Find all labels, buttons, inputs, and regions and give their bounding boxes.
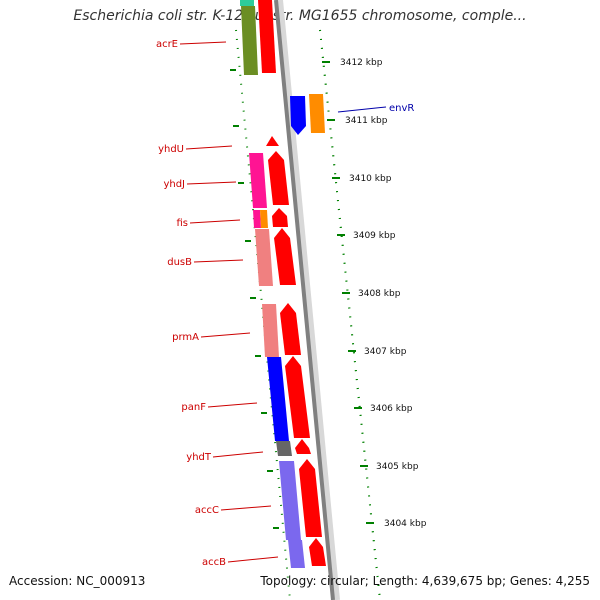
yhdT-feature[interactable] xyxy=(276,441,292,456)
accession-text: Accession: NC_000913 xyxy=(9,574,146,588)
yhdT-strand-arrow[interactable] xyxy=(295,439,311,454)
gene-label-fis: fis xyxy=(176,218,188,229)
gene-label-accB: accB xyxy=(202,557,226,568)
kbp-label: 3407 kbp xyxy=(364,347,407,357)
gene-label-panF: panF xyxy=(181,402,206,413)
accC-connector xyxy=(220,505,272,511)
yhdU-strand-arrow[interactable] xyxy=(266,136,279,146)
right-ticks xyxy=(322,61,374,524)
kbp-label: 3408 kbp xyxy=(358,289,401,299)
acrE-top-feature xyxy=(240,0,254,6)
chromosome-backbone xyxy=(274,0,335,600)
panF-connector xyxy=(207,402,258,408)
kbp-label: 3405 kbp xyxy=(376,462,419,472)
fis-feature[interactable] xyxy=(253,210,261,228)
gene-label-dusB: dusB xyxy=(167,257,192,268)
label-connectors xyxy=(179,41,279,563)
fis-feature-part xyxy=(260,210,268,228)
yhdU-connector xyxy=(185,145,233,150)
envR-feature-group: envR xyxy=(290,94,414,135)
kbp-label: 3409 kbp xyxy=(353,231,396,241)
panF-strand-arrow[interactable] xyxy=(285,356,310,438)
envR-label: envR xyxy=(389,103,414,114)
map-title: Escherichia coli str. K-12 substr. MG165… xyxy=(73,8,527,24)
gene-strand-track xyxy=(258,0,326,566)
left-ticks xyxy=(230,69,279,529)
accB-connector xyxy=(227,556,279,563)
gene-label-yhdT: yhdT xyxy=(186,452,212,463)
kbp-label: 3410 kbp xyxy=(349,174,392,184)
acrE-strand-arrow[interactable] xyxy=(258,0,276,73)
kbp-label: 3406 kbp xyxy=(370,404,413,414)
guide-right xyxy=(319,29,381,600)
dusB-connector xyxy=(193,259,244,263)
dusB-strand-arrow[interactable] xyxy=(274,228,296,285)
accC-strand-arrow[interactable] xyxy=(299,459,322,537)
yhdT-connector xyxy=(212,451,264,458)
gene-label-prmA: prmA xyxy=(172,332,199,343)
fis-connector xyxy=(189,219,241,224)
acrE-feature[interactable] xyxy=(241,6,258,75)
gene-label-acrE: acrE xyxy=(156,39,178,50)
dusB-feature[interactable] xyxy=(255,229,273,286)
gene-label-yhdU: yhdU xyxy=(158,144,184,155)
accB-strand-arrow[interactable] xyxy=(309,538,326,566)
prmA-strand-arrow[interactable] xyxy=(280,303,301,355)
accB-feature[interactable] xyxy=(288,540,305,568)
gene-color-track xyxy=(240,0,305,568)
prmA-feature[interactable] xyxy=(262,304,279,357)
accC-feature[interactable] xyxy=(279,461,301,540)
kbp-label: 3411 kbp xyxy=(345,116,388,126)
yhdJ-strand-arrow[interactable] xyxy=(268,151,289,205)
prmA-connector xyxy=(200,332,251,338)
envR-connector xyxy=(337,106,387,113)
envR-feature[interactable] xyxy=(290,96,306,135)
chromosome-backbone-shadow xyxy=(277,0,340,600)
kbp-label: 3412 kbp xyxy=(340,58,383,68)
yhdJ-connector xyxy=(186,181,237,185)
guide-left-inner xyxy=(235,29,291,600)
yhdJ-feature[interactable] xyxy=(249,153,267,208)
topology-text: Topology: circular; Length: 4,639,675 bp… xyxy=(260,574,590,588)
gene-label-yhdJ: yhdJ xyxy=(163,179,185,190)
envR-strand-arrow[interactable] xyxy=(309,94,325,133)
gene-label-accC: accC xyxy=(195,505,219,516)
fis-strand-arrow[interactable] xyxy=(272,208,288,227)
kbp-label: 3404 kbp xyxy=(384,519,427,529)
acrE-connector xyxy=(179,41,227,45)
panF-feature[interactable] xyxy=(267,357,289,441)
